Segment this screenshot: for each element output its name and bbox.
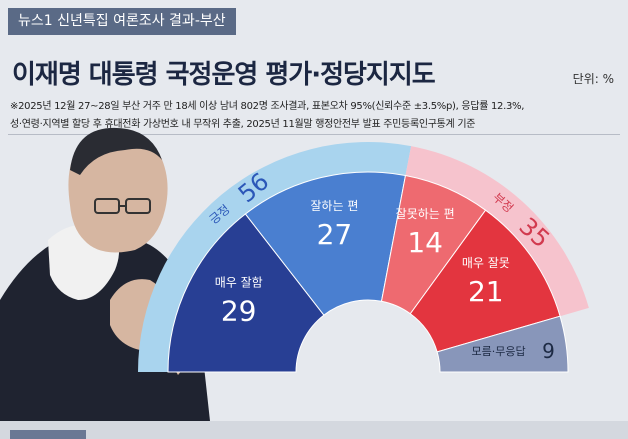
slice-value-2: 27 <box>317 218 353 251</box>
page-title: 이재명 대통령 국정운영 평가·정당지지도 <box>12 60 436 90</box>
unit-label: 단위: % <box>572 72 614 86</box>
slice-4 <box>409 209 561 353</box>
slice-label-3: 잘못하는 편 <box>396 207 455 221</box>
slice-label-1: 매우 잘함 <box>215 276 263 290</box>
slice-value-3: 14 <box>407 226 443 259</box>
slice-1 <box>167 213 325 373</box>
slice-value-5: 9 <box>542 339 555 363</box>
header-divider <box>8 134 620 135</box>
slice-2 <box>244 171 407 316</box>
slice-value-4: 21 <box>468 275 504 308</box>
survey-note-line2: 성·연령·지역별 할당 후 휴대전화 가상번호 내 무작위 추출, 2025년 … <box>10 119 476 130</box>
slice-label-5: 모름·무응답 <box>471 345 525 358</box>
slice-label-2: 잘하는 편 <box>310 199 358 213</box>
outer-arc-positive <box>138 142 412 372</box>
footer-tag <box>10 430 86 439</box>
outer-arc-negative <box>405 146 589 317</box>
section-tag: 뉴스1 신년특집 여론조사 결과-부산 <box>8 8 236 35</box>
slice-value-1: 29 <box>221 295 257 328</box>
slice-5 <box>436 315 569 373</box>
survey-note-line1: ※2025년 12월 27~28일 부산 거주 만 18세 이상 남녀 802명… <box>10 101 525 112</box>
footer-bar <box>0 421 628 439</box>
slice-label-4: 매우 잘못 <box>462 256 510 270</box>
